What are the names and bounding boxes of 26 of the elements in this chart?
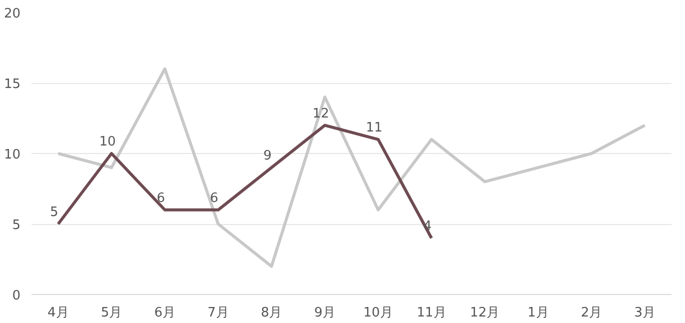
- line-series: [56, 124, 433, 240]
- data-label: 9: [263, 148, 272, 164]
- x-tick-label: 3月: [634, 306, 656, 320]
- x-tick-label: 2月: [580, 306, 602, 320]
- x-tick-label: 7月: [208, 306, 229, 320]
- data-label: 12: [312, 106, 330, 122]
- y-tick-label: 5: [12, 218, 21, 233]
- x-tick-label: 1月: [528, 306, 549, 320]
- x-tick-label: 10月: [363, 306, 393, 320]
- y-tick-label: 15: [4, 77, 21, 92]
- data-label: 6: [210, 190, 218, 206]
- y-tick-label: 20: [4, 6, 21, 22]
- data-label: 6: [156, 190, 165, 206]
- line-series: [56, 67, 646, 268]
- x-tick-label: 9月: [314, 306, 336, 320]
- data-label: 10: [99, 134, 116, 150]
- y-tick-label: 10: [4, 148, 21, 162]
- x-tick-label: 6月: [154, 306, 176, 320]
- data-label: 11: [366, 120, 382, 136]
- y-tick-label: 0: [12, 288, 21, 304]
- x-tick-label: 5月: [100, 306, 122, 320]
- x-tick-label: 4月: [48, 306, 69, 320]
- x-tick-label: 8月: [260, 306, 282, 320]
- x-tick-label: 12月: [470, 306, 500, 320]
- x-tick-label: 11月: [416, 306, 446, 320]
- data-label: 5: [50, 205, 58, 220]
